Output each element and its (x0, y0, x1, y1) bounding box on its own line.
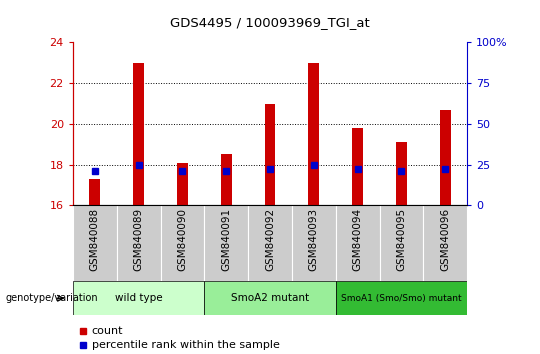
FancyBboxPatch shape (204, 281, 336, 315)
Bar (396, 142, 407, 205)
Bar (133, 63, 144, 205)
FancyBboxPatch shape (73, 205, 117, 281)
FancyBboxPatch shape (73, 281, 204, 315)
FancyBboxPatch shape (380, 205, 423, 281)
FancyBboxPatch shape (160, 205, 204, 281)
Text: GSM840089: GSM840089 (133, 207, 144, 271)
Bar (352, 128, 363, 205)
Text: GSM840092: GSM840092 (265, 207, 275, 271)
Bar (265, 104, 275, 205)
Text: GDS4495 / 100093969_TGI_at: GDS4495 / 100093969_TGI_at (170, 16, 370, 29)
FancyBboxPatch shape (292, 205, 336, 281)
Text: GSM840094: GSM840094 (353, 207, 362, 271)
Text: GSM840093: GSM840093 (309, 207, 319, 271)
Text: SmoA2 mutant: SmoA2 mutant (231, 293, 309, 303)
FancyBboxPatch shape (336, 281, 467, 315)
Text: count: count (92, 326, 123, 336)
Text: wild type: wild type (115, 293, 163, 303)
Text: GSM840096: GSM840096 (440, 207, 450, 271)
Bar (440, 110, 451, 205)
Text: GSM840088: GSM840088 (90, 207, 100, 271)
Bar (221, 154, 232, 205)
FancyBboxPatch shape (117, 205, 160, 281)
Bar (177, 162, 188, 205)
Text: genotype/variation: genotype/variation (5, 293, 98, 303)
FancyBboxPatch shape (204, 205, 248, 281)
Text: GSM840091: GSM840091 (221, 207, 231, 271)
Bar (308, 63, 319, 205)
FancyBboxPatch shape (423, 205, 467, 281)
Bar (89, 179, 100, 205)
Text: SmoA1 (Smo/Smo) mutant: SmoA1 (Smo/Smo) mutant (341, 294, 462, 303)
Text: GSM840090: GSM840090 (178, 207, 187, 270)
FancyBboxPatch shape (248, 205, 292, 281)
Text: percentile rank within the sample: percentile rank within the sample (92, 340, 280, 350)
Text: GSM840095: GSM840095 (396, 207, 407, 271)
FancyBboxPatch shape (336, 205, 380, 281)
